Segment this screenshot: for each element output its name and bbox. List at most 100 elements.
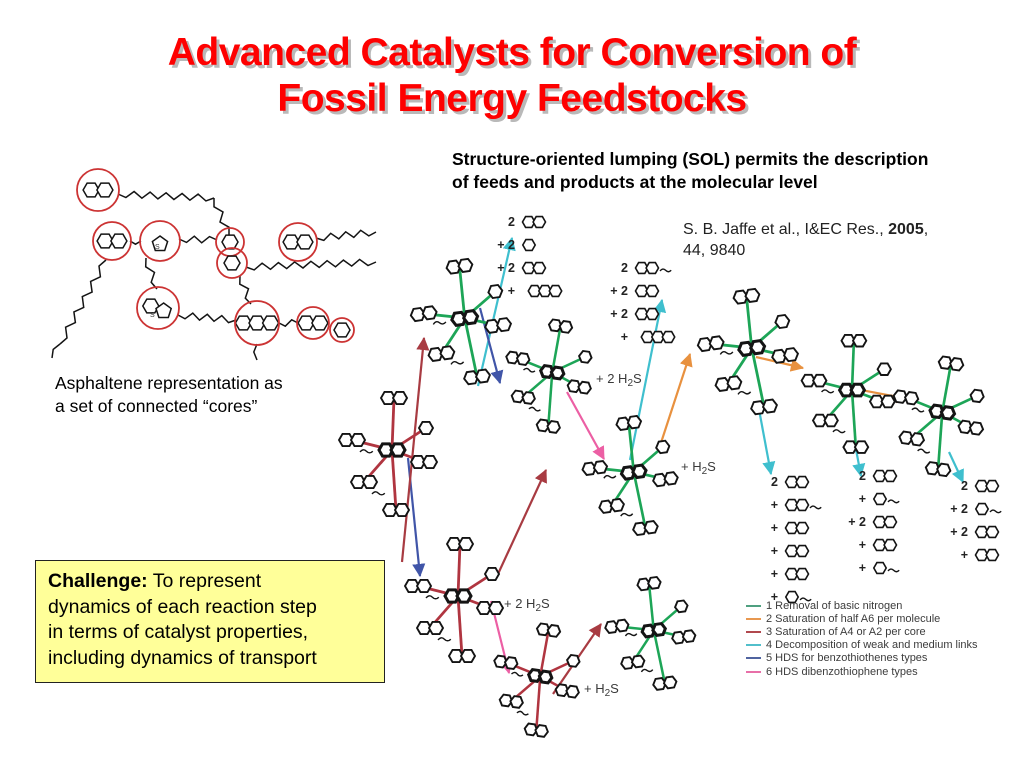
- molecule-rings: [443, 588, 473, 604]
- slide-title: Advanced Catalysts for Conversion of Fos…: [0, 30, 1024, 122]
- alkyl-squiggle: [719, 351, 734, 355]
- h2s-label: + H2S: [584, 681, 619, 699]
- stack-coefficient: + 2: [497, 261, 515, 275]
- molecule-rings: [620, 654, 646, 670]
- legend-item-label: 1 Removal of basic nitrogen: [766, 599, 903, 612]
- challenge-line4: including dynamics of transport: [48, 647, 317, 670]
- molecule-rings: [493, 654, 519, 670]
- molecule-cluster: [493, 622, 581, 738]
- alkyl-chain: [59, 259, 107, 345]
- core-highlight-circle: [136, 286, 180, 330]
- reaction-arrow-cyan: [628, 298, 667, 461]
- product-rings: [634, 284, 660, 298]
- alkyl-squiggle: [911, 407, 925, 413]
- molecule-rings: [409, 305, 438, 323]
- molecule-rings: [487, 283, 504, 300]
- molecule-rings: [598, 497, 625, 514]
- product-rings: [640, 330, 676, 344]
- product-rings: [872, 515, 898, 529]
- alkyl-chain: [178, 235, 218, 244]
- molecule-rings: [800, 373, 828, 388]
- product-stack: 2 + + + + +: [771, 475, 822, 604]
- alkyl-squiggle: [425, 595, 440, 600]
- product-rings: [527, 284, 563, 298]
- alkyl-squiggle: [737, 390, 752, 395]
- product-rings: [872, 469, 898, 483]
- molecule-rings: [842, 440, 870, 454]
- sulfur-label: S: [155, 244, 160, 251]
- alkyl-squiggle: [511, 671, 524, 677]
- molecule-rings: [409, 454, 439, 470]
- reaction-arrow-pink: [566, 391, 605, 460]
- alkyl-squiggle: [516, 710, 529, 716]
- molecule-rings: [774, 313, 791, 330]
- stack-coefficient: +: [859, 492, 866, 506]
- legend-color-dash: [746, 617, 761, 620]
- molecule-rings: [771, 347, 800, 364]
- molecule-rings: [732, 287, 761, 305]
- core-highlight-circle: [296, 306, 330, 340]
- asphaltene-core-rings: [151, 235, 169, 252]
- alkyl-squiggle: [809, 505, 822, 510]
- sulfur-label: S: [150, 312, 155, 319]
- molecule-rings: [636, 575, 662, 592]
- alkyl-chain: [315, 229, 377, 242]
- molecule-rings: [898, 430, 926, 447]
- stack-coefficient: + 2: [950, 525, 968, 539]
- h2s-label: + H2S: [681, 459, 716, 477]
- product-rings: [784, 498, 810, 512]
- h2s-label: + 2 H2S: [596, 371, 642, 389]
- legend-item-4: 4 Decomposition of weak and medium links: [746, 639, 978, 652]
- core-highlight-circle: [92, 221, 132, 261]
- stack-coefficient: +: [771, 590, 778, 604]
- product-stack: 2 + 2 + 2 +: [610, 261, 676, 344]
- molecule-rings: [415, 620, 445, 636]
- stack-coefficient: 2: [621, 261, 628, 275]
- molecule-cluster: [696, 287, 800, 416]
- molecule-rings: [837, 382, 867, 398]
- alkyl-squiggle: [371, 491, 386, 496]
- molecule-rings: [673, 599, 689, 614]
- molecule-rings: [750, 398, 778, 416]
- molecule-rings: [868, 394, 896, 409]
- alkyl-squiggle: [620, 512, 634, 517]
- alkyl-squiggle: [887, 568, 900, 573]
- legend-item-label: 4 Decomposition of weak and medium links: [766, 639, 978, 652]
- molecule-rings: [937, 355, 965, 372]
- stack-coefficient: + 2: [950, 502, 968, 516]
- product-rings: [784, 590, 800, 604]
- asphaltene-core-rings: [234, 315, 280, 331]
- legend-color-dash: [746, 630, 761, 633]
- stack-coefficient: + 2: [610, 307, 628, 321]
- asphaltene-caption-line2: a set of connected “cores”: [55, 395, 258, 416]
- molecule-rings: [377, 442, 407, 458]
- legend-item-label: 6 HDS dibenzothiophene types: [766, 665, 918, 678]
- challenge-line2: dynamics of each reaction step: [48, 595, 317, 618]
- citation-prefix: S. B. Jaffe et al., I&EC Res.,: [683, 221, 889, 238]
- alkyl-chain: [245, 258, 377, 271]
- alkyl-chain: [144, 257, 158, 290]
- product-stack: 2 + 2 + 2 +: [497, 215, 563, 298]
- product-rings: [634, 307, 660, 321]
- stack-coefficient: +: [771, 521, 778, 535]
- molecule-cluster: [505, 318, 593, 434]
- legend-item-label: 2 Saturation of half A6 per molecule: [766, 612, 941, 625]
- alkyl-chain: [51, 343, 61, 359]
- alkyl-chain: [278, 318, 299, 328]
- asphaltene-core-rings: [96, 233, 128, 249]
- molecule-rings: [381, 502, 411, 518]
- molecule-rings: [640, 621, 668, 639]
- sol-subheading-line2: of feeds and products at the molecular l…: [452, 171, 818, 192]
- product-stack: 2 + + 2 + +: [848, 469, 900, 575]
- alkyl-squiggle: [528, 406, 541, 412]
- legend-item-5: 5 HDS for benzothiothenes types: [746, 652, 978, 665]
- molecule-rings: [924, 461, 952, 478]
- molecule-cluster: [581, 414, 679, 537]
- stack-coefficient: 2: [961, 479, 968, 493]
- molecule-rings: [619, 463, 648, 481]
- challenge-line3: in terms of catalyst properties,: [48, 621, 309, 644]
- molecule-rings: [928, 403, 957, 421]
- product-rings: [872, 561, 888, 575]
- reaction-legend: 1 Removal of basic nitrogen 2 Saturation …: [746, 599, 978, 678]
- molecule-cluster: [892, 355, 985, 478]
